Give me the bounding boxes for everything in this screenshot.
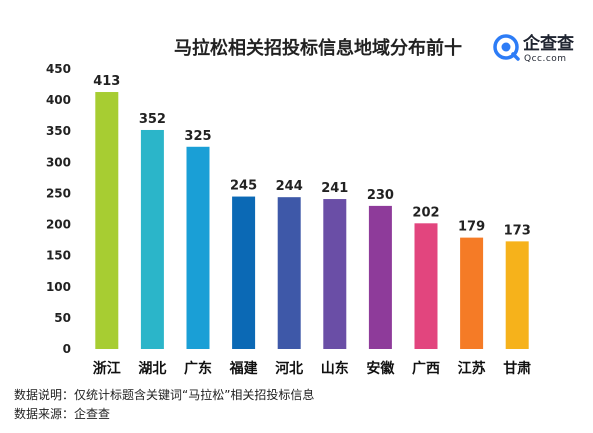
bar-8 [414,223,438,349]
bars [95,92,529,350]
value-label: 325 [184,129,211,144]
y-tick-label: 350 [46,124,71,138]
value-label: 179 [458,220,485,235]
x-tick-label: 山东 [321,360,349,377]
bar-3 [186,146,210,349]
y-tick-label: 150 [46,249,71,263]
logo-name: 企查查 [522,33,575,54]
y-tick-label: 300 [46,155,71,169]
bar-7 [368,205,392,349]
data-note: 数据说明：仅统计标题含关键词“马拉松”相关招投标信息 [14,388,315,402]
value-label: 241 [321,181,348,196]
x-tick-label: 河北 [275,360,303,377]
x-tick-label: 浙江 [93,360,121,377]
value-labels: 413 352 325 245 244 241 230 202 179 173 [93,74,531,238]
chart-title: 马拉松相关招投标信息地域分布前十 [174,37,462,59]
x-tick-label: 江苏 [458,360,486,377]
bar-6 [323,199,347,349]
value-label: 245 [230,179,257,194]
y-axis: 0 50 100 150 200 250 300 350 400 450 [46,62,71,356]
bar-1 [95,92,119,350]
value-label: 244 [276,179,303,194]
data-source: 数据来源：企查查 [14,407,111,421]
bar-5 [277,197,301,349]
y-tick-label: 100 [46,280,71,294]
qcc-logo-icon [493,34,520,61]
x-tick-label: 甘肃 [503,360,531,377]
x-tick-label: 湖北 [138,361,166,377]
value-label: 413 [93,74,120,89]
logo-subtext: Qcc.com [524,54,567,64]
x-axis: 浙江 湖北 广东 福建 河北 山东 安徽 广西 江苏 甘肃 [93,360,531,377]
bar-2 [140,129,164,349]
y-tick-label: 250 [46,186,71,200]
x-tick-label: 安徽 [366,360,395,377]
y-tick-label: 0 [63,342,71,356]
bar-4 [232,196,256,349]
y-tick-label: 400 [46,93,71,107]
x-tick-label: 福建 [229,360,258,377]
y-tick-label: 200 [46,218,71,232]
x-tick-label: 广西 [412,360,440,377]
x-tick-label: 广东 [184,360,212,377]
y-tick-label: 50 [54,311,71,325]
bar-10 [505,241,529,349]
logo: 企查查 Qcc.com [493,33,575,64]
bar-9 [460,237,484,349]
value-label: 230 [367,188,394,203]
value-label: 202 [412,205,439,220]
value-label: 173 [504,223,531,238]
y-tick-label: 450 [46,62,71,76]
value-label: 352 [139,112,166,127]
